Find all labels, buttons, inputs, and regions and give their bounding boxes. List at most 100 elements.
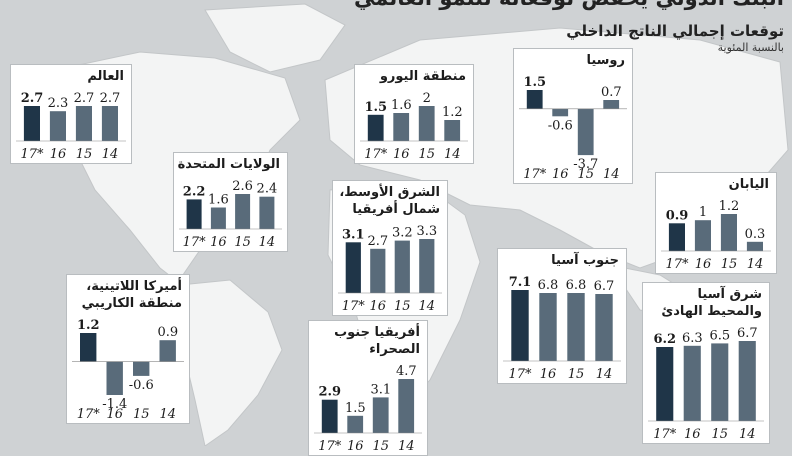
data-label: 6.8 xyxy=(538,278,559,293)
bar xyxy=(159,340,176,362)
tick-label: 17* xyxy=(364,147,388,162)
chart-title: جنوب آسيا xyxy=(551,253,619,268)
data-label: 3.3 xyxy=(416,224,437,239)
data-label: 2.7 xyxy=(100,91,121,106)
bar xyxy=(210,207,226,229)
tick-label: 16 xyxy=(393,147,410,162)
bar xyxy=(603,100,620,109)
tick-label: 17* xyxy=(77,407,101,422)
tick-label: 15 xyxy=(133,407,150,422)
tick-label: 16 xyxy=(552,167,569,182)
tick-label: 16 xyxy=(695,257,712,272)
bar xyxy=(393,113,410,141)
bar xyxy=(668,223,685,252)
greenland-shape xyxy=(204,3,346,73)
chart-panel-world: العالم 2.7 17* 2.3 16 2.7 15 2.7 14 xyxy=(10,64,132,164)
bar xyxy=(720,214,737,251)
bar xyxy=(321,399,338,433)
bar xyxy=(746,241,763,252)
chart-title: أفريقيا جنوب الصحراء xyxy=(334,325,420,357)
bar-chart: 2.7 17* 2.3 16 2.7 15 2.7 14 xyxy=(16,91,126,162)
data-label: 3.1 xyxy=(370,382,391,397)
data-label: 4.7 xyxy=(396,364,417,379)
page-subtitle: توقعات إجمالي الناتج الداخلي xyxy=(566,22,784,40)
bar xyxy=(372,397,389,433)
data-label: 0.9 xyxy=(157,325,178,340)
bar xyxy=(80,333,97,362)
bar xyxy=(259,196,275,229)
chart-panel-sub-saharan-africa: أفريقيا جنوب الصحراء 2.9 17* 1.5 16 3.1 15 4.7 1… xyxy=(308,320,428,456)
bar xyxy=(595,294,613,361)
tick-label: 15 xyxy=(712,427,729,442)
tick-label: 16 xyxy=(370,299,387,314)
tick-label: 14 xyxy=(596,367,613,382)
data-label: 0.3 xyxy=(745,227,766,242)
data-label: 1.5 xyxy=(523,75,546,90)
data-label: 7.1 xyxy=(509,275,532,290)
tick-label: 17* xyxy=(183,235,207,250)
tick-label: 16 xyxy=(347,439,364,454)
data-label: 0.9 xyxy=(666,208,689,223)
bar xyxy=(526,90,543,109)
bar xyxy=(101,106,118,141)
bar-chart: 6.2 17* 6.3 16 6.5 15 6.7 14 xyxy=(648,326,764,442)
chart-panel-middle-east: الشرق الأوسط، شمال أفريقيا 3.1 17* 2.7 16 3.2… xyxy=(332,180,448,316)
bar-chart: 0.9 17* 1 16 1.2 15 0.3 14 xyxy=(661,199,771,272)
data-label: 6.8 xyxy=(566,278,587,293)
data-label: -3.7 xyxy=(573,157,598,172)
data-label: 3.2 xyxy=(392,226,413,241)
bar xyxy=(577,108,594,156)
data-label: 6.7 xyxy=(594,279,615,294)
data-label: 1.6 xyxy=(208,193,229,208)
bar xyxy=(539,293,557,361)
data-label: 2.7 xyxy=(74,91,95,106)
tick-label: 17* xyxy=(653,427,677,442)
data-label: 0.7 xyxy=(601,85,622,100)
data-label: 6.2 xyxy=(653,332,676,347)
bar xyxy=(345,242,361,293)
chart-title: العالم xyxy=(87,69,124,84)
tick-label: 14 xyxy=(419,299,436,314)
bar xyxy=(347,415,364,433)
tick-label: 15 xyxy=(568,367,585,382)
data-label: 3.1 xyxy=(342,227,365,242)
chart-panel-east-asia-pacific: شرق آسيا والمحيط الهادئ 6.2 17* 6.3 16 6.5 15 6… xyxy=(642,282,770,444)
chart-title: روسيا xyxy=(586,53,625,68)
bar xyxy=(567,293,585,361)
bar xyxy=(235,194,251,229)
bar-chart: 1.5 17* 1.6 16 2 15 1.2 14 xyxy=(360,91,468,162)
data-label: 6.3 xyxy=(682,331,703,346)
bar xyxy=(133,361,150,376)
tick-label: 17* xyxy=(20,147,44,162)
bar xyxy=(23,106,40,141)
page-title: البنك الدولي يخفض توقعاته للنمو العالمي xyxy=(354,0,784,10)
data-label: 6.7 xyxy=(737,326,758,341)
tick-label: 14 xyxy=(102,147,119,162)
tick-label: 15 xyxy=(76,147,93,162)
tick-label: 14 xyxy=(603,167,620,182)
data-label: 2 xyxy=(423,91,431,106)
data-label: 2.6 xyxy=(232,179,253,194)
bar-chart: 2.9 17* 1.5 16 3.1 15 4.7 14 xyxy=(314,364,422,454)
tick-label: 14 xyxy=(739,427,756,442)
bar xyxy=(656,347,674,421)
chart-panel-usa: الولايات المتحدة 2.2 17* 1.6 16 2.6 15 2.4 14 xyxy=(173,152,288,252)
chart-title: شرق آسيا والمحيط الهادئ xyxy=(661,287,762,319)
chart-title: الشرق الأوسط، شمال أفريقيا xyxy=(339,185,440,217)
bar xyxy=(694,220,711,251)
bar-chart: 1.5 17* -0.6 16 -3.715 0.7 14 xyxy=(519,75,627,182)
tick-label: 17* xyxy=(508,367,532,382)
chart-panel-eurozone: منطقة اليورو 1.5 17* 1.6 16 2 15 1.2 14 xyxy=(354,64,474,164)
bar-chart: 2.2 17* 1.6 16 2.6 15 2.4 14 xyxy=(179,179,282,250)
bar xyxy=(511,290,529,361)
tick-label: 17* xyxy=(318,439,342,454)
data-label: 2.4 xyxy=(257,182,278,197)
data-label: 2.3 xyxy=(48,96,69,111)
data-label: -0.6 xyxy=(548,118,573,133)
data-label: 2.9 xyxy=(318,385,341,400)
tick-label: 16 xyxy=(540,367,557,382)
data-label: 2.7 xyxy=(367,234,388,249)
tick-label: 15 xyxy=(394,299,411,314)
tick-label: 14 xyxy=(259,235,276,250)
bar xyxy=(106,361,123,395)
